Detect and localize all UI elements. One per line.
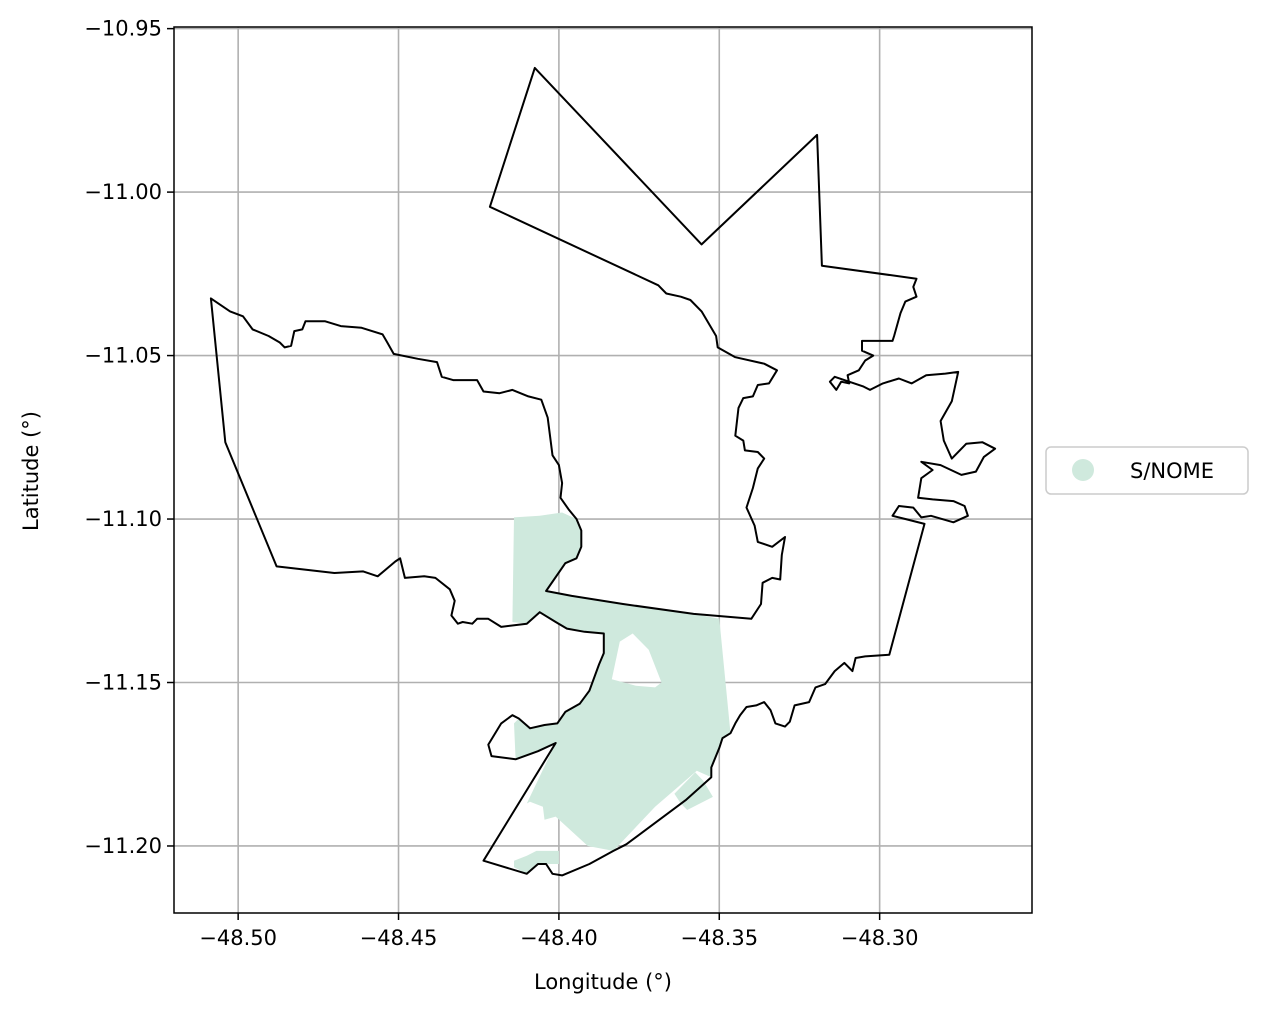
x-tick-label: −48.40	[520, 926, 598, 950]
y-axis-title: Latitude (°)	[19, 411, 43, 531]
legend-box	[1045, 446, 1249, 495]
region-s-nome	[512, 512, 731, 851]
y-tick-label: −11.05	[84, 344, 162, 368]
x-axis-title: Longitude (°)	[534, 970, 672, 994]
y-tick-label: −10.95	[84, 17, 162, 41]
x-tick-label: −48.45	[360, 926, 438, 950]
legend: S/NOME	[1045, 446, 1249, 495]
grid	[174, 27, 1032, 913]
legend-label: S/NOME	[1130, 459, 1214, 483]
y-tick-label: −11.00	[84, 180, 162, 204]
municipality-boundary	[209, 66, 997, 877]
y-tick-label: −11.20	[84, 834, 162, 858]
shaded-region-layer	[512, 512, 731, 874]
plot-frame	[173, 26, 1033, 914]
x-axis-ticks: −48.50 −48.45 −48.40 −48.35 −48.30	[199, 913, 919, 950]
x-tick-label: −48.30	[841, 926, 919, 950]
x-tick-label: −48.50	[199, 926, 277, 950]
region-s-nome-part	[514, 850, 559, 874]
boundary-layer	[209, 66, 997, 877]
y-axis-ticks: −10.95 −11.00 −11.05 −11.10 −11.15 −11.20	[84, 17, 174, 858]
y-tick-label: −11.10	[84, 507, 162, 531]
x-tick-label: −48.35	[680, 926, 758, 950]
legend-marker	[1072, 459, 1094, 481]
y-tick-label: −11.15	[84, 671, 162, 695]
